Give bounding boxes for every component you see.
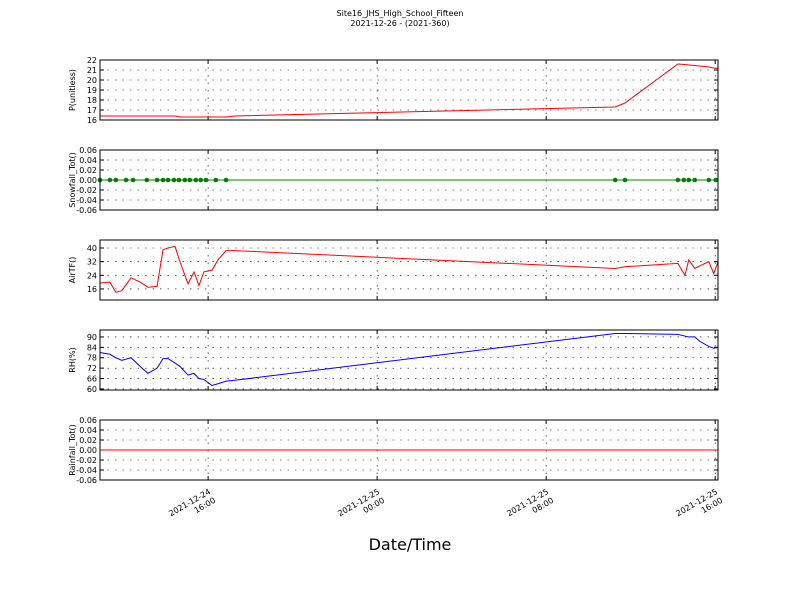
data-point [612,177,618,183]
plot-frame [99,329,719,391]
y-tick-label: 84 [87,343,97,352]
y-tick-label: 21 [87,66,97,75]
y-tick-label: 16 [87,285,97,294]
y-tick-label: -0.04 [76,196,97,205]
y-tick-label: 0.04 [79,156,97,165]
y-tick-label: 22 [87,56,97,65]
data-line [99,245,719,293]
y-axis-label: Rainfall_Tot() [68,424,77,476]
y-tick-label: 0.00 [79,176,97,185]
data-point [675,177,681,183]
plot-frame [99,239,719,301]
plot-frame [99,419,719,481]
data-point [160,177,166,183]
y-tick-label: 32 [87,258,97,267]
y-axis-label: Snowfall_Tot() [68,152,77,208]
y-axis-label: P(unitless) [68,69,77,111]
y-tick-label: 0.02 [79,436,97,445]
y-tick-label: -0.04 [76,466,97,475]
data-point [187,177,193,183]
y-axis-label: AirTF() [68,257,77,284]
chart-title: Site16_JHS_High_School_Fifteen [337,9,464,18]
data-point [686,177,692,183]
data-point [692,177,698,183]
data-point [113,177,119,183]
y-tick-label: -0.06 [76,206,97,215]
data-line [100,63,719,118]
plot-frame [99,149,719,211]
y-tick-label: 0.06 [79,146,97,155]
data-point [223,177,229,183]
data-point [165,177,171,183]
data-point [154,177,160,183]
y-tick-label: 18 [87,96,97,105]
data-point [198,177,204,183]
y-tick-label: 0.02 [79,166,97,175]
data-point [176,177,182,183]
y-tick-label: -0.02 [76,186,97,195]
data-line [99,332,719,387]
y-tick-label: 20 [87,76,97,85]
data-point [144,177,150,183]
data-point [182,177,188,183]
y-tick-label: 24 [87,271,97,280]
y-tick-label: 90 [87,333,97,342]
data-point [203,177,209,183]
y-tick-label: -0.06 [76,476,97,485]
data-point [193,177,199,183]
y-tick-label: 60 [87,385,97,394]
chart-subtitle: 2021-12-26 - (2021-360) [350,19,449,28]
y-axis-label: RH(%) [68,347,77,372]
data-point [713,177,719,183]
data-point [706,177,712,183]
y-tick-label: 0.04 [79,426,97,435]
y-tick-label: 16 [87,116,97,125]
data-point [171,177,177,183]
y-tick-label: 0.06 [79,416,97,425]
data-point [123,177,129,183]
y-tick-label: 66 [87,375,97,384]
data-point [107,177,113,183]
y-tick-label: -0.02 [76,456,97,465]
y-tick-label: 19 [87,86,97,95]
plot-frame [99,59,719,121]
y-tick-label: 72 [87,364,97,373]
y-tick-label: 0.00 [79,446,97,455]
y-tick-label: 17 [87,106,97,115]
data-point [681,177,687,183]
data-point [130,177,136,183]
y-tick-label: 40 [87,244,97,253]
x-axis-label: Date/Time [369,535,452,554]
data-point [213,177,219,183]
data-point [622,177,628,183]
y-tick-label: 78 [87,354,97,363]
